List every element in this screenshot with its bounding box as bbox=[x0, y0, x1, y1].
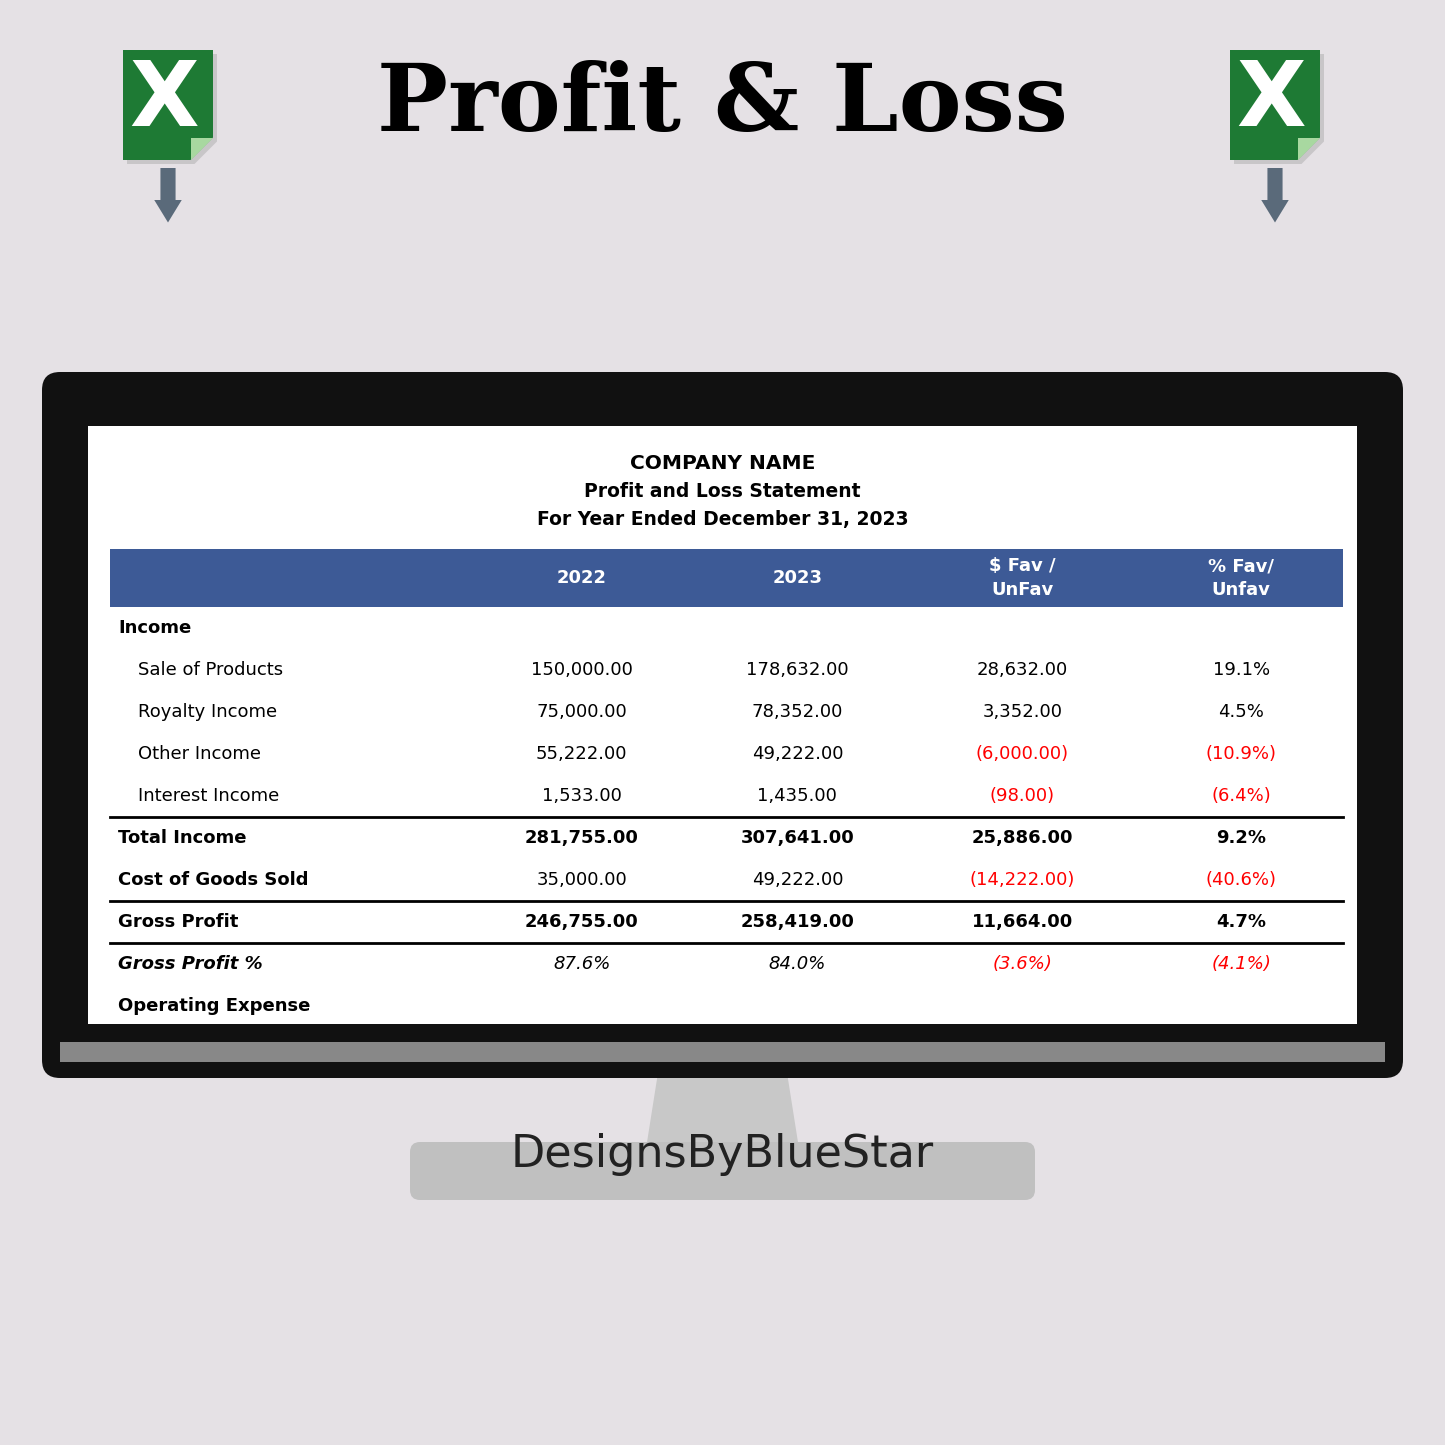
Text: (10.9%): (10.9%) bbox=[1205, 746, 1277, 763]
Text: X: X bbox=[1235, 56, 1306, 144]
Text: % Fav/
Unfav: % Fav/ Unfav bbox=[1208, 558, 1274, 598]
Polygon shape bbox=[1230, 51, 1319, 160]
Text: 87.6%: 87.6% bbox=[553, 955, 610, 972]
Text: (40.6%): (40.6%) bbox=[1205, 871, 1277, 889]
Text: 281,755.00: 281,755.00 bbox=[525, 829, 639, 847]
Text: Royalty Income: Royalty Income bbox=[139, 704, 277, 721]
Text: 307,641.00: 307,641.00 bbox=[740, 829, 854, 847]
FancyBboxPatch shape bbox=[88, 426, 1357, 1025]
Text: 258,419.00: 258,419.00 bbox=[740, 913, 854, 931]
Text: 246,755.00: 246,755.00 bbox=[525, 913, 639, 931]
Text: (98.00): (98.00) bbox=[990, 788, 1055, 805]
Polygon shape bbox=[155, 168, 182, 223]
Text: 11,664.00: 11,664.00 bbox=[972, 913, 1074, 931]
Text: 49,222.00: 49,222.00 bbox=[751, 746, 842, 763]
Text: $ Fav /
UnFav: $ Fav / UnFav bbox=[990, 558, 1056, 598]
Text: Cost of Goods Sold: Cost of Goods Sold bbox=[118, 871, 308, 889]
Text: 2022: 2022 bbox=[556, 569, 607, 587]
Text: (3.6%): (3.6%) bbox=[993, 955, 1052, 972]
Text: Gross Profit: Gross Profit bbox=[118, 913, 238, 931]
Text: Income: Income bbox=[118, 618, 191, 637]
Text: Profit & Loss: Profit & Loss bbox=[377, 61, 1068, 150]
Text: 25,886.00: 25,886.00 bbox=[971, 829, 1074, 847]
Text: 35,000.00: 35,000.00 bbox=[536, 871, 627, 889]
Text: Total Income: Total Income bbox=[118, 829, 247, 847]
Text: 78,352.00: 78,352.00 bbox=[751, 704, 842, 721]
Text: Interest Income: Interest Income bbox=[139, 788, 279, 805]
Text: 84.0%: 84.0% bbox=[769, 955, 827, 972]
Text: (4.1%): (4.1%) bbox=[1211, 955, 1272, 972]
FancyBboxPatch shape bbox=[110, 549, 1342, 607]
Text: (14,222.00): (14,222.00) bbox=[970, 871, 1075, 889]
Text: 49,222.00: 49,222.00 bbox=[751, 871, 842, 889]
Text: Gross Profit %: Gross Profit % bbox=[118, 955, 263, 972]
Text: Sale of Products: Sale of Products bbox=[139, 660, 283, 679]
Polygon shape bbox=[1261, 168, 1289, 223]
Text: X: X bbox=[129, 56, 199, 144]
Text: Other Income: Other Income bbox=[139, 746, 262, 763]
Polygon shape bbox=[191, 137, 212, 160]
Text: For Year Ended December 31, 2023: For Year Ended December 31, 2023 bbox=[536, 510, 909, 529]
Text: Profit and Loss Statement: Profit and Loss Statement bbox=[584, 483, 861, 501]
Text: 9.2%: 9.2% bbox=[1217, 829, 1266, 847]
Text: 19.1%: 19.1% bbox=[1212, 660, 1270, 679]
Text: (6.4%): (6.4%) bbox=[1211, 788, 1272, 805]
Polygon shape bbox=[644, 1061, 801, 1155]
Text: 2023: 2023 bbox=[773, 569, 822, 587]
FancyBboxPatch shape bbox=[410, 1142, 1035, 1199]
Polygon shape bbox=[127, 53, 217, 163]
Text: 4.7%: 4.7% bbox=[1217, 913, 1266, 931]
Text: DesignsByBlueStar: DesignsByBlueStar bbox=[510, 1133, 933, 1176]
Text: 150,000.00: 150,000.00 bbox=[530, 660, 633, 679]
Text: COMPANY NAME: COMPANY NAME bbox=[630, 454, 815, 473]
Text: 55,222.00: 55,222.00 bbox=[536, 746, 627, 763]
Text: 1,435.00: 1,435.00 bbox=[757, 788, 837, 805]
Text: 178,632.00: 178,632.00 bbox=[746, 660, 848, 679]
Polygon shape bbox=[1298, 137, 1319, 160]
Text: 3,352.00: 3,352.00 bbox=[983, 704, 1062, 721]
Text: Operating Expense: Operating Expense bbox=[118, 997, 311, 1014]
FancyBboxPatch shape bbox=[42, 371, 1403, 1078]
FancyBboxPatch shape bbox=[61, 1042, 1384, 1062]
Text: 4.5%: 4.5% bbox=[1218, 704, 1264, 721]
Text: 75,000.00: 75,000.00 bbox=[536, 704, 627, 721]
Polygon shape bbox=[123, 51, 212, 160]
Polygon shape bbox=[1234, 53, 1324, 163]
Text: (6,000.00): (6,000.00) bbox=[975, 746, 1069, 763]
Text: 1,533.00: 1,533.00 bbox=[542, 788, 621, 805]
Text: 28,632.00: 28,632.00 bbox=[977, 660, 1068, 679]
